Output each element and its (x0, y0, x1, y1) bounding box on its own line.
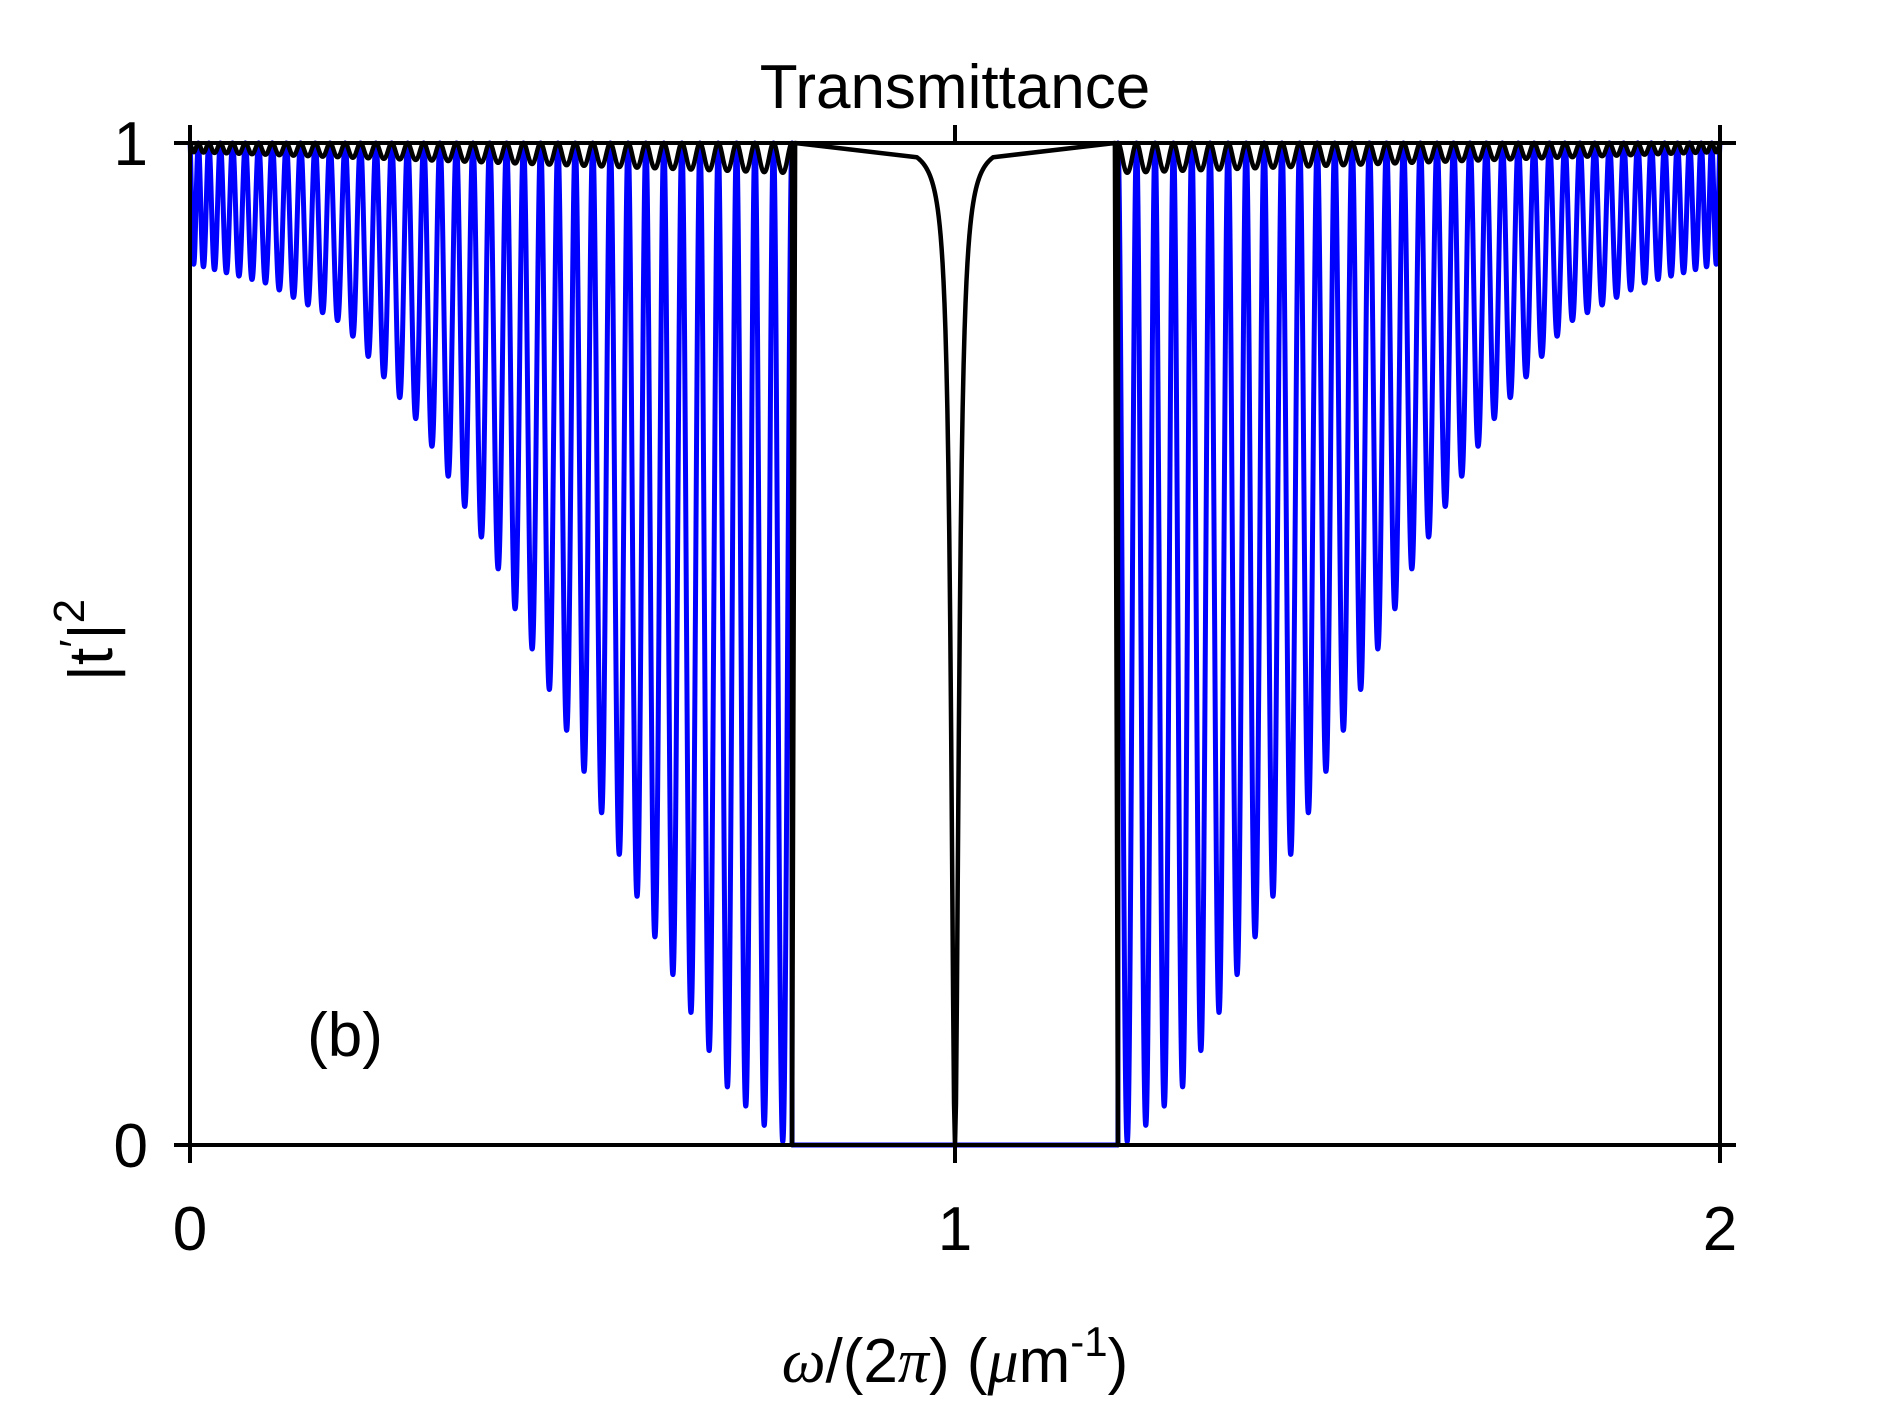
y-tick-label: 0 (114, 1112, 148, 1181)
y-axis-label: |t′|2 (45, 599, 126, 681)
panel-label: (b) (307, 1001, 383, 1070)
series-layer (187, 140, 1723, 1148)
x-axis-label: ω/(2π) (μm-1) (782, 1318, 1129, 1396)
x-label-part: /(2 (826, 1327, 898, 1396)
x-tick-label: 2 (1703, 1195, 1737, 1264)
x-tick-label: 0 (173, 1195, 207, 1264)
x-tick-label: 1 (938, 1195, 972, 1264)
x-label-pi: π (898, 1328, 931, 1396)
x-label-exponent: -1 (1070, 1318, 1107, 1365)
x-label-omega: ω (782, 1328, 826, 1396)
y-label-bar: | (57, 623, 126, 639)
y-label-base: |t (57, 648, 126, 681)
y-tick-label: 1 (114, 110, 148, 179)
x-label-mu: μ (986, 1328, 1018, 1396)
chart-title: Transmittance (760, 53, 1151, 122)
x-label-part: ) (1108, 1327, 1129, 1396)
y-label-prime: ′ (51, 640, 100, 648)
x-label-part: ) ( (929, 1327, 988, 1396)
y-label-exponent: 2 (45, 599, 94, 623)
axes-layer: 0 1 2 0 1 (114, 110, 1738, 1264)
x-label-unit: m (1019, 1327, 1071, 1396)
